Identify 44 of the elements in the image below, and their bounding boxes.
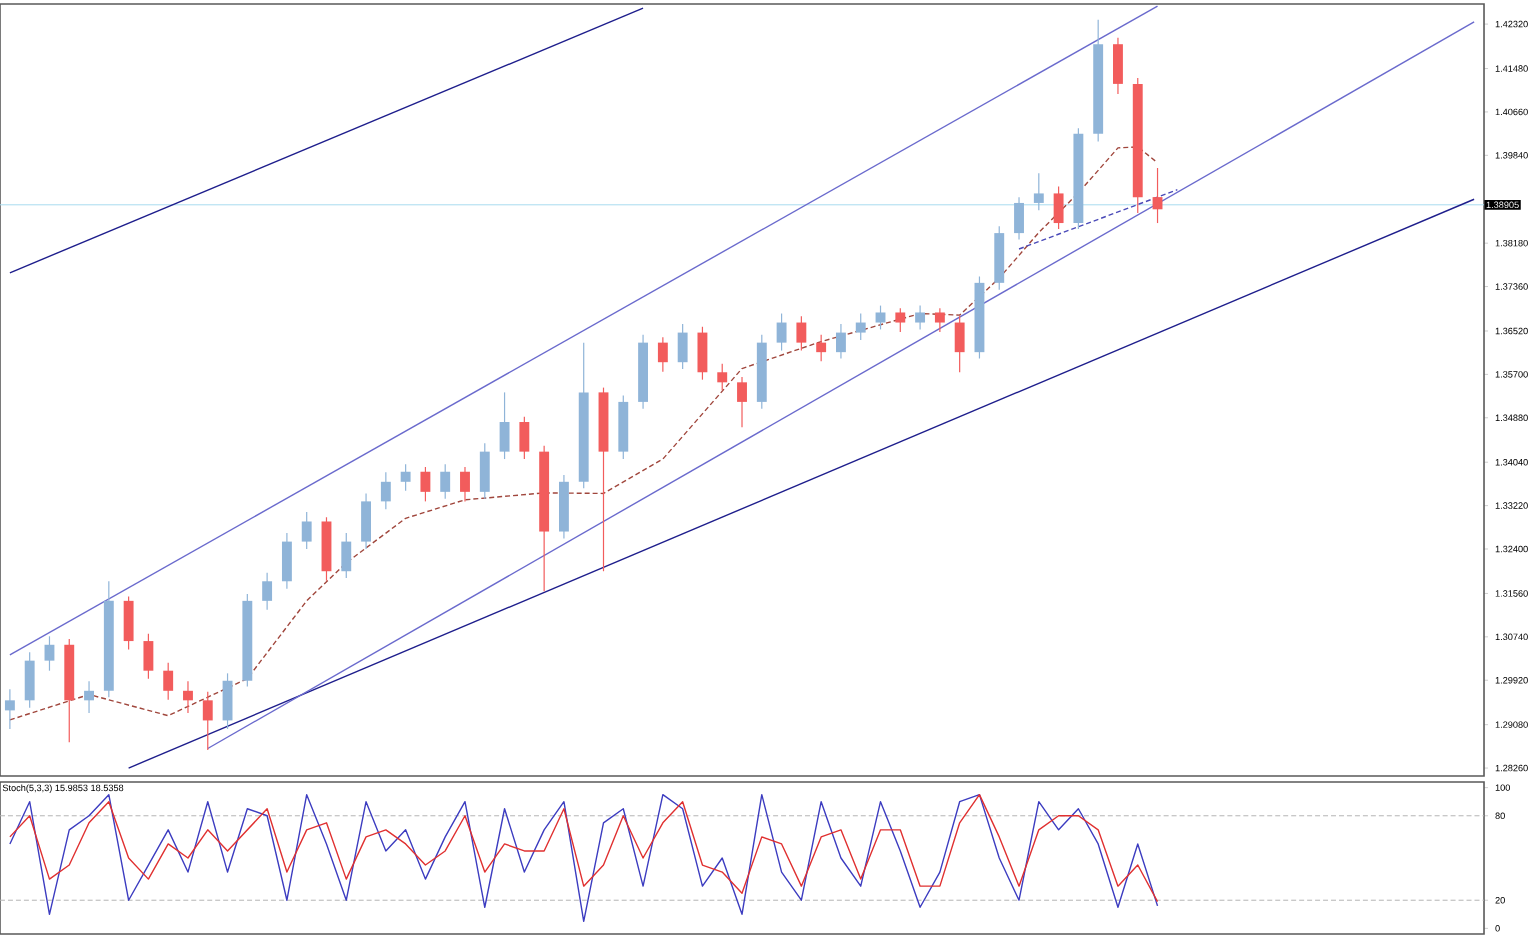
candlestick <box>1152 167 1163 224</box>
candlestick <box>895 307 906 333</box>
candlestick <box>420 466 431 502</box>
candlestick <box>341 532 352 579</box>
candlestick <box>123 596 134 651</box>
candlestick <box>361 492 372 550</box>
candlestick <box>796 315 807 352</box>
candlestick <box>460 466 470 502</box>
candlestick <box>1053 185 1064 230</box>
candlestick <box>836 323 846 360</box>
candlestick <box>677 323 688 370</box>
candlestick <box>1033 172 1044 211</box>
candlestick <box>776 312 787 352</box>
candlestick <box>143 633 154 680</box>
candlestick <box>499 391 510 460</box>
candlestick <box>380 471 391 510</box>
candlestick <box>737 376 747 428</box>
candlestick <box>697 326 708 381</box>
candlestick <box>875 304 886 331</box>
candlestick <box>855 312 866 341</box>
candlestick <box>301 511 312 550</box>
candlestick <box>163 662 174 701</box>
candlestick <box>519 416 530 460</box>
candlestick <box>4 688 15 730</box>
candlestick <box>657 336 668 373</box>
candlestick <box>24 651 35 709</box>
candlestick <box>262 572 273 611</box>
candlestick <box>717 363 728 391</box>
candlestick <box>915 304 926 331</box>
candlestick <box>954 315 965 373</box>
candlestick <box>281 532 292 590</box>
candlestick <box>202 691 213 751</box>
candlestick <box>479 442 490 500</box>
candlestick <box>183 680 193 714</box>
candlestick <box>816 334 827 362</box>
candlestick <box>1014 196 1024 241</box>
candlestick <box>934 307 945 333</box>
candlestick <box>44 635 55 672</box>
candlestick <box>1113 37 1123 95</box>
line-series <box>9 146 1159 721</box>
candlestick <box>400 463 411 492</box>
candlestick <box>84 680 94 714</box>
line-series <box>9 793 1159 923</box>
candlestick <box>440 463 451 500</box>
